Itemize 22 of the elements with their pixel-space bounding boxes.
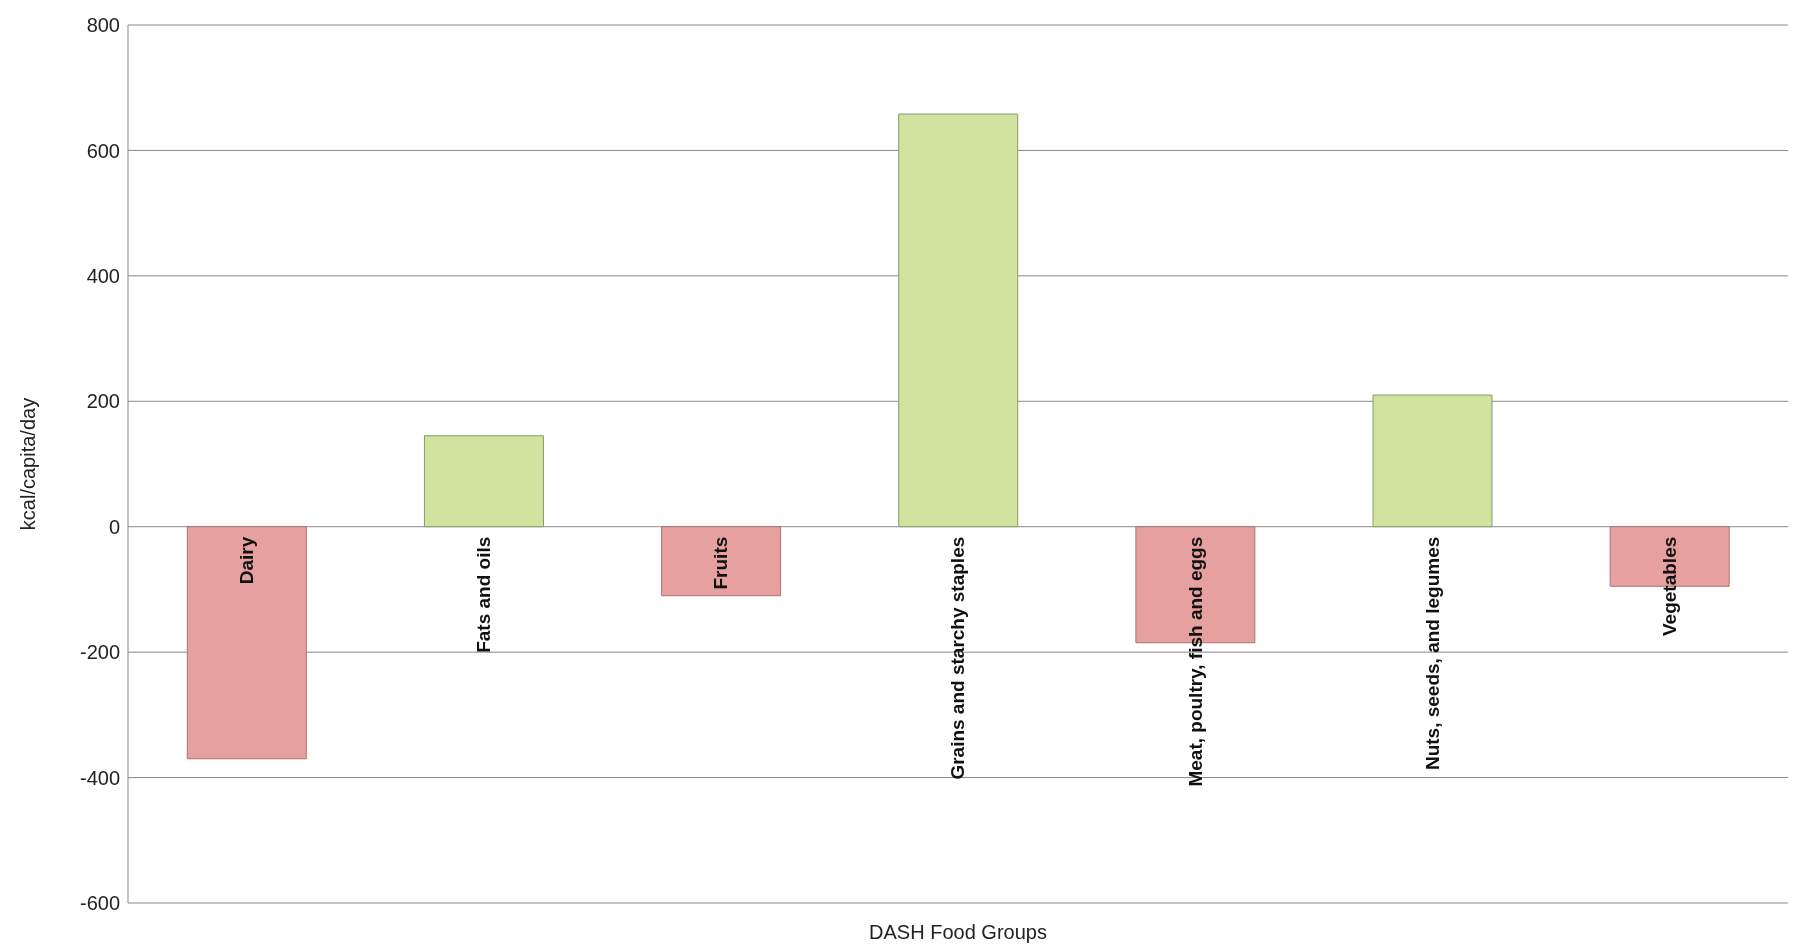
y-tick-label: -600 [79,892,120,915]
bar [186,526,307,760]
bar [898,113,1019,528]
y-tick-label: 200 [86,390,120,413]
x-tick-label: Fruits [710,536,732,590]
x-tick-label: Fats and oils [473,536,495,653]
x-tick-label: Meat, poultry, fish and eggs [1184,536,1206,787]
bar [423,435,544,528]
y-tick-label: -400 [79,766,120,789]
y-tick-label: 0 [108,515,120,538]
y-tick-label: 800 [86,14,120,37]
y-axis-title: kcal/capita/day [17,397,40,531]
x-tick-label: Grains and starchy staples [947,536,969,780]
y-tick-label: 600 [86,139,120,162]
y-tick-label: -200 [79,641,120,664]
x-tick-label: Vegetables [1658,536,1680,636]
bar [1372,394,1493,528]
y-tick-label: 400 [86,264,120,287]
bar [661,526,782,597]
x-tick-label: Dairy [236,536,258,585]
x-tick-label: Nuts, seeds, and legumes [1421,536,1443,771]
x-axis-title: DASH Food Groups [869,921,1047,943]
